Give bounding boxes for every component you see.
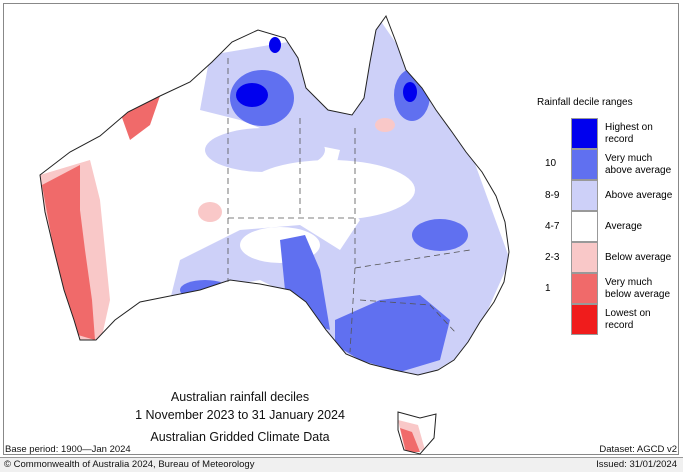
legend-swatch-below [571, 242, 598, 273]
state-borders [227, 58, 471, 353]
legend-label: Very much below average [605, 277, 671, 300]
legend-label: Lowest on record [605, 308, 651, 331]
legend-swatch-above [571, 180, 598, 211]
very-much-below-region [42, 165, 95, 340]
legend-swatch-very-much-above [571, 149, 598, 180]
legend-range: 4-7 [545, 221, 560, 232]
legend-label: Above average [605, 190, 673, 201]
legend-swatch-average [571, 211, 598, 242]
map-period: 1 November 2023 to 31 January 2024 [135, 408, 345, 422]
legend-swatch-highest [571, 118, 598, 149]
issued-date: Issued: 31/01/2024 [596, 459, 677, 470]
legend-label: Very much above average [605, 153, 672, 176]
legend-range: 2-3 [545, 252, 560, 263]
legend-label: Below average [605, 252, 672, 263]
map-frame [3, 3, 679, 455]
legend-range: 10 [545, 158, 557, 169]
legend-label: Average [605, 221, 643, 232]
legend-swatch-lowest [571, 304, 598, 335]
australia-rainfall-map [39, 15, 510, 455]
dataset: Dataset: AGCD v2 [599, 444, 677, 455]
map-title: Australian rainfall deciles [170, 390, 310, 404]
highest-on-record-region [236, 83, 268, 107]
legend-range: 1 [545, 283, 551, 294]
legend-swatch-very-much-below [571, 273, 598, 304]
copyright: © Commonwealth of Australia 2024, Bureau… [4, 459, 255, 470]
base-period: Base period: 1900—Jan 2024 [5, 444, 131, 455]
tasmania-outline [397, 411, 437, 455]
footer: © Commonwealth of Australia 2024, Bureau… [0, 458, 683, 472]
footer-divider [0, 457, 683, 458]
legend-label: Highest on record [605, 122, 653, 145]
legend-title: Rainfall decile ranges [537, 97, 633, 108]
legend-range: 8-9 [545, 190, 560, 201]
map-source: Australian Gridded Climate Data [150, 430, 330, 444]
